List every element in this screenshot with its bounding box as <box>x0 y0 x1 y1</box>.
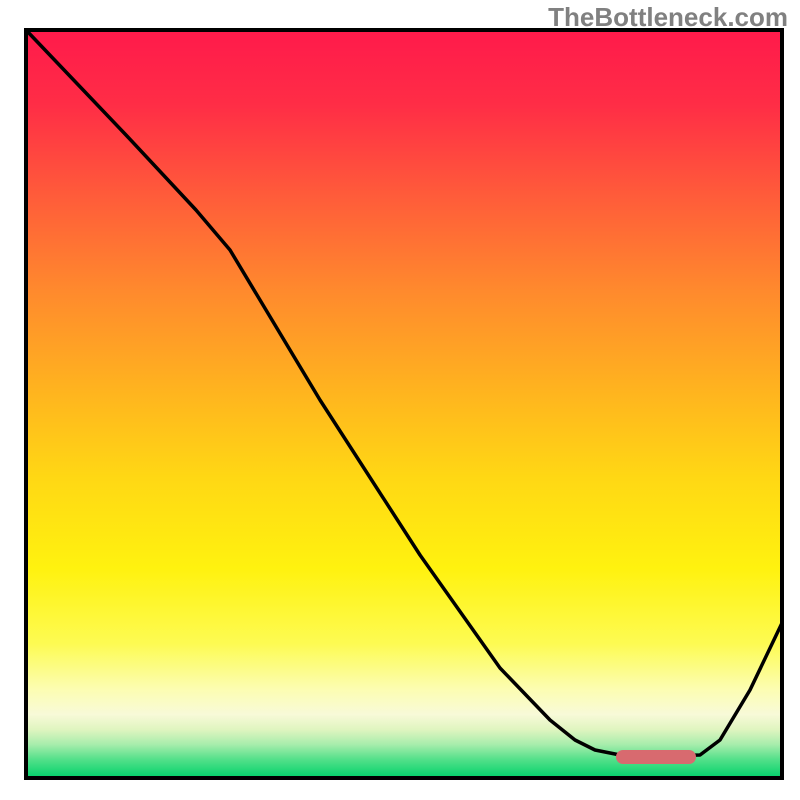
optimal-marker <box>616 750 696 764</box>
gradient-background <box>26 30 782 778</box>
bottleneck-chart <box>0 0 800 800</box>
plot-area <box>26 30 782 778</box>
chart-container: TheBottleneck.com <box>0 0 800 800</box>
